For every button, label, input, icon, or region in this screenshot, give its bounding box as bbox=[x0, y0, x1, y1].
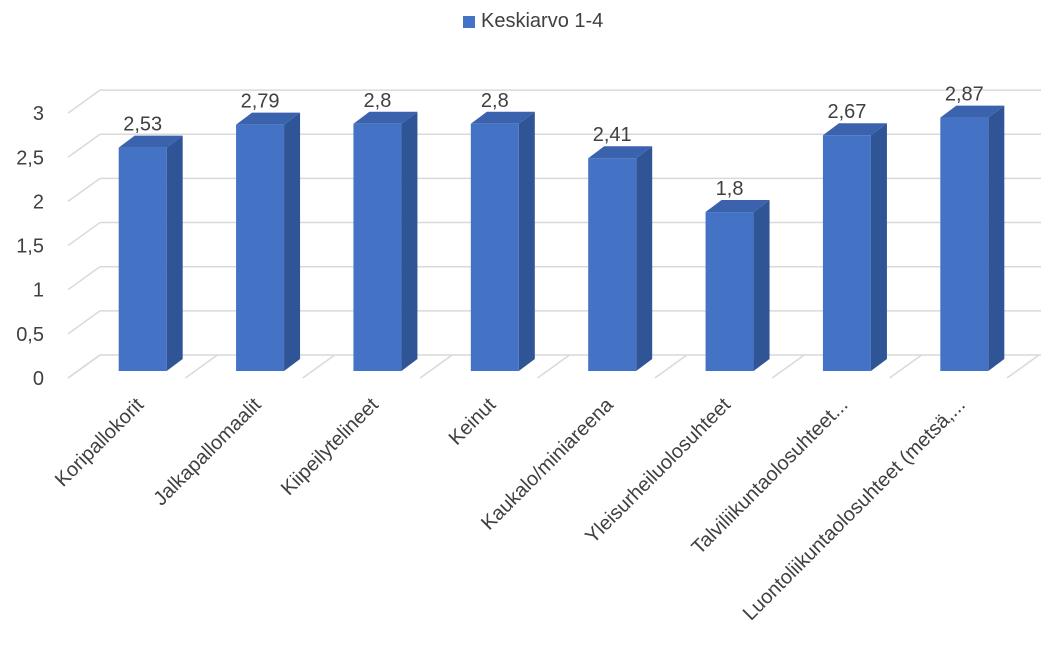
floor-divider bbox=[537, 354, 570, 379]
bar-top bbox=[588, 146, 653, 159]
data-label: 2,41 bbox=[593, 124, 632, 146]
data-label: 2,53 bbox=[123, 114, 162, 136]
category-label: Kiipeilytelineet bbox=[277, 394, 383, 500]
floor-divider bbox=[771, 354, 805, 379]
bar-top bbox=[470, 111, 535, 124]
data-label: 2,8 bbox=[364, 90, 392, 112]
bar bbox=[588, 158, 637, 371]
bar-side bbox=[988, 105, 1005, 371]
bar bbox=[236, 124, 285, 371]
data-label: 2,87 bbox=[945, 84, 984, 106]
category-label: Jalkapallomaalit bbox=[149, 394, 265, 510]
bar-side bbox=[284, 112, 301, 371]
gridline-depth bbox=[67, 89, 101, 114]
bar bbox=[118, 147, 167, 371]
data-label: 2,79 bbox=[241, 91, 280, 113]
bar-top bbox=[118, 135, 183, 148]
y-tick-label: 1,5 bbox=[16, 236, 44, 258]
bar-side bbox=[401, 111, 418, 371]
category-label: Luontoliikuntaolosuhteet (metsä,... bbox=[739, 394, 970, 625]
legend-label: Keskiarvo 1-4 bbox=[481, 10, 604, 32]
legend-swatch bbox=[463, 15, 475, 28]
data-label: 2,67 bbox=[827, 101, 866, 123]
floor-divider bbox=[67, 354, 101, 379]
y-tick-label: 1 bbox=[33, 280, 44, 302]
y-tick-label: 0,5 bbox=[16, 324, 44, 346]
bar-side bbox=[166, 135, 183, 371]
floor-divider bbox=[184, 354, 218, 379]
bar-top bbox=[236, 112, 301, 125]
data-label: 1,8 bbox=[716, 178, 744, 200]
y-tick-label: 2 bbox=[33, 191, 44, 213]
bar bbox=[705, 212, 754, 371]
gridline-depth bbox=[67, 221, 101, 247]
bar-top bbox=[705, 200, 770, 213]
data-label: 2,8 bbox=[481, 90, 509, 112]
floor-divider bbox=[1006, 354, 1040, 379]
y-tick-label: 3 bbox=[33, 103, 44, 125]
floor-divider bbox=[889, 354, 923, 379]
bar-side bbox=[870, 123, 887, 371]
floor-divider bbox=[654, 354, 688, 379]
category-label: Kaukalo/miniareena bbox=[477, 393, 618, 534]
y-tick-label: 2,5 bbox=[16, 147, 44, 169]
bar-side bbox=[518, 111, 535, 371]
chart-legend: Keskiarvo 1-4 bbox=[463, 10, 603, 33]
bar-top bbox=[822, 123, 887, 136]
bar bbox=[822, 135, 871, 371]
gridline-depth bbox=[67, 177, 101, 203]
bar-side bbox=[753, 200, 770, 371]
floor-divider bbox=[302, 354, 336, 379]
y-tick-label: 0 bbox=[33, 368, 44, 390]
gridline-depth bbox=[67, 266, 101, 291]
bar-side bbox=[636, 146, 653, 371]
bar bbox=[940, 117, 989, 371]
bar bbox=[470, 123, 519, 371]
bar-top bbox=[353, 111, 418, 124]
gridline-depth bbox=[67, 310, 101, 335]
floor-divider bbox=[419, 354, 453, 379]
gridline-depth bbox=[67, 133, 101, 158]
category-label: Keinut bbox=[445, 394, 501, 450]
bar-top bbox=[940, 105, 1005, 118]
category-label: Koripallokorit bbox=[51, 394, 149, 492]
bar bbox=[353, 123, 402, 371]
